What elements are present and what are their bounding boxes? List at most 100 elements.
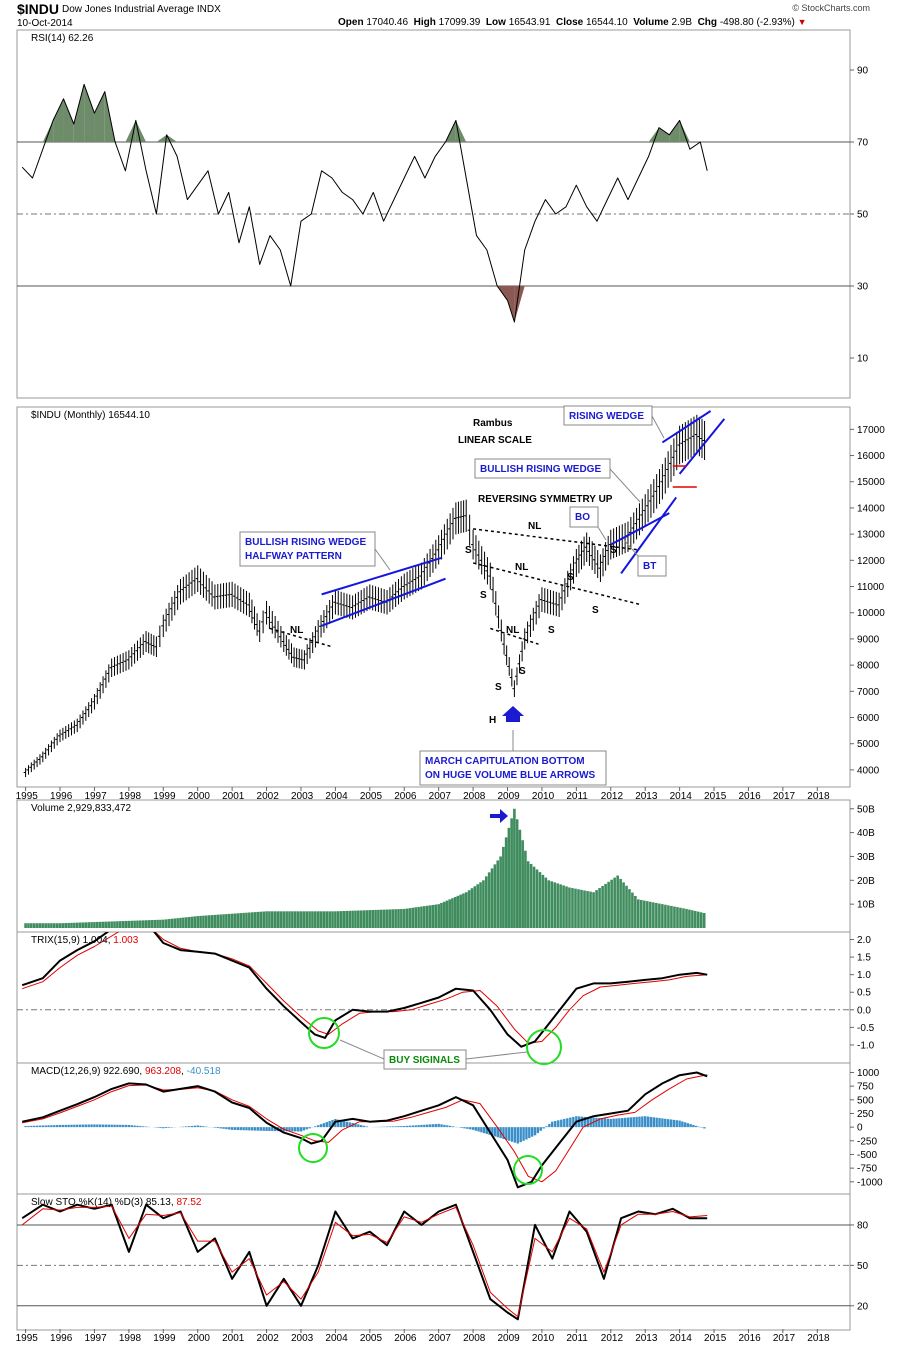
macd-histogram-bar (480, 1127, 483, 1133)
macd-histogram-bar (239, 1127, 242, 1131)
volume-bar (487, 872, 491, 928)
year-label-bottom: 2002 (257, 1333, 280, 1344)
volume-bar (61, 923, 65, 928)
volume-bar (676, 907, 679, 928)
volume-bar (311, 911, 314, 928)
annotation-buy-signals: BUY SIGINALS (389, 1055, 460, 1066)
volume-bar (682, 908, 685, 928)
rsi-title: RSI(14) 62.26 (31, 33, 94, 44)
volume-bar (425, 905, 429, 928)
macd-histogram-bar (193, 1125, 197, 1128)
security-name-text: Dow Jones Industrial Average (62, 4, 195, 15)
macd-histogram-bar (78, 1124, 82, 1128)
volume-bar (273, 911, 277, 928)
macd-histogram-bar (692, 1124, 695, 1128)
volume-bar (202, 915, 205, 928)
macd-signal-line (22, 1074, 708, 1183)
ytick-label-price: 10000 (857, 608, 885, 619)
year-label-bottom: 2013 (635, 1333, 658, 1344)
year-label-bottom: 2010 (532, 1333, 555, 1344)
macd-histogram-bar (403, 1126, 406, 1128)
volume-bar (362, 910, 366, 928)
exchange: INDX (196, 4, 221, 15)
macd-histogram-bar (41, 1125, 45, 1128)
volume-bar (113, 921, 116, 928)
volume-bar (541, 874, 545, 928)
year-label-bottom: 1997 (84, 1333, 107, 1344)
stockcharts-credit: © StockCharts.com (792, 3, 870, 13)
macd-histogram-bar (337, 1119, 340, 1128)
volume-bar (293, 911, 297, 928)
volume-bar (652, 902, 655, 928)
volume-bar (331, 911, 334, 928)
volume-bar (619, 878, 622, 928)
annotation-halfway-pattern: HALFWAY PATTERN (245, 551, 342, 562)
macd-histogram-bar (305, 1127, 308, 1130)
close-label: Close (555, 17, 584, 28)
volume-bar (357, 910, 360, 928)
high-label: High (413, 17, 436, 28)
macd-histogram-bar (703, 1127, 706, 1129)
volume-bar (87, 922, 91, 928)
label-shoulder: S (567, 572, 574, 583)
volume-bar (589, 891, 592, 928)
volume-bar (116, 921, 119, 928)
volume-bar (336, 911, 340, 928)
macd-histogram-bar (510, 1127, 514, 1142)
macd-histogram-bar (417, 1125, 420, 1128)
volume-bar (434, 904, 438, 928)
ytick-label-price: 14000 (857, 503, 885, 514)
year-label-mid: 2005 (360, 791, 383, 802)
macd-histogram-bar (87, 1124, 90, 1128)
volume-bar (679, 907, 682, 928)
macd-histogram-bar (319, 1124, 323, 1128)
rsi-overbought-fill (84, 84, 95, 142)
macd-title: MACD(12,26,9) 922.690, 963.208, -40.518 (31, 1066, 221, 1077)
volume-bar (47, 923, 50, 928)
volume-bar (610, 879, 613, 928)
label-shoulder: S (610, 545, 617, 556)
macd-histogram-bar (228, 1127, 231, 1130)
macd-histogram-bar (388, 1126, 392, 1128)
volume-bar (78, 922, 82, 928)
macd-histogram-bar (471, 1127, 475, 1130)
volume-bar (339, 911, 343, 928)
volume-bar (41, 923, 45, 928)
year-label-bottom: 1999 (153, 1333, 176, 1344)
macd-histogram-bar (90, 1124, 93, 1128)
macd-histogram-bar (606, 1118, 610, 1128)
macd-histogram-bar (411, 1125, 415, 1128)
volume-bar (139, 920, 142, 928)
volume-bar (391, 909, 395, 928)
ytick-label-volume: 20B (857, 876, 875, 887)
volume-bar (167, 919, 171, 928)
ytick-label-volume: 10B (857, 900, 875, 911)
ytick-label-trix: -1.0 (857, 1040, 875, 1051)
volume-bar (562, 885, 565, 928)
macd-histogram-bar (638, 1116, 641, 1128)
ytick-label-price: 13000 (857, 530, 885, 541)
neckline-2002 (269, 627, 333, 648)
macd-histogram-bar (296, 1127, 300, 1132)
label-nl-upper: NL (528, 521, 541, 532)
rsi-overbought-fill (135, 120, 147, 142)
macd-histogram-bar (24, 1126, 27, 1128)
sto-d-value: 87.52 (176, 1197, 201, 1208)
macd-histogram-bar (33, 1125, 36, 1128)
macd-histogram-bar (542, 1127, 545, 1129)
year-label-mid: 2011 (566, 791, 588, 802)
year-label-bottom: 2006 (394, 1333, 417, 1344)
macd-histogram-bar (658, 1118, 661, 1128)
macd-histogram-bar (551, 1121, 554, 1128)
volume-bar (417, 906, 420, 928)
macd-histogram-bar (583, 1116, 587, 1128)
volume-label: Volume (633, 17, 669, 28)
volume-bar (521, 840, 524, 928)
macd-histogram-bar (463, 1127, 466, 1129)
year-label-mid: 2009 (498, 791, 521, 802)
volume-bar (379, 909, 383, 928)
price-title: $INDU (Monthly) 16544.10 (31, 410, 150, 421)
volume-bar (400, 909, 403, 928)
macd-histogram-bar (294, 1127, 297, 1132)
